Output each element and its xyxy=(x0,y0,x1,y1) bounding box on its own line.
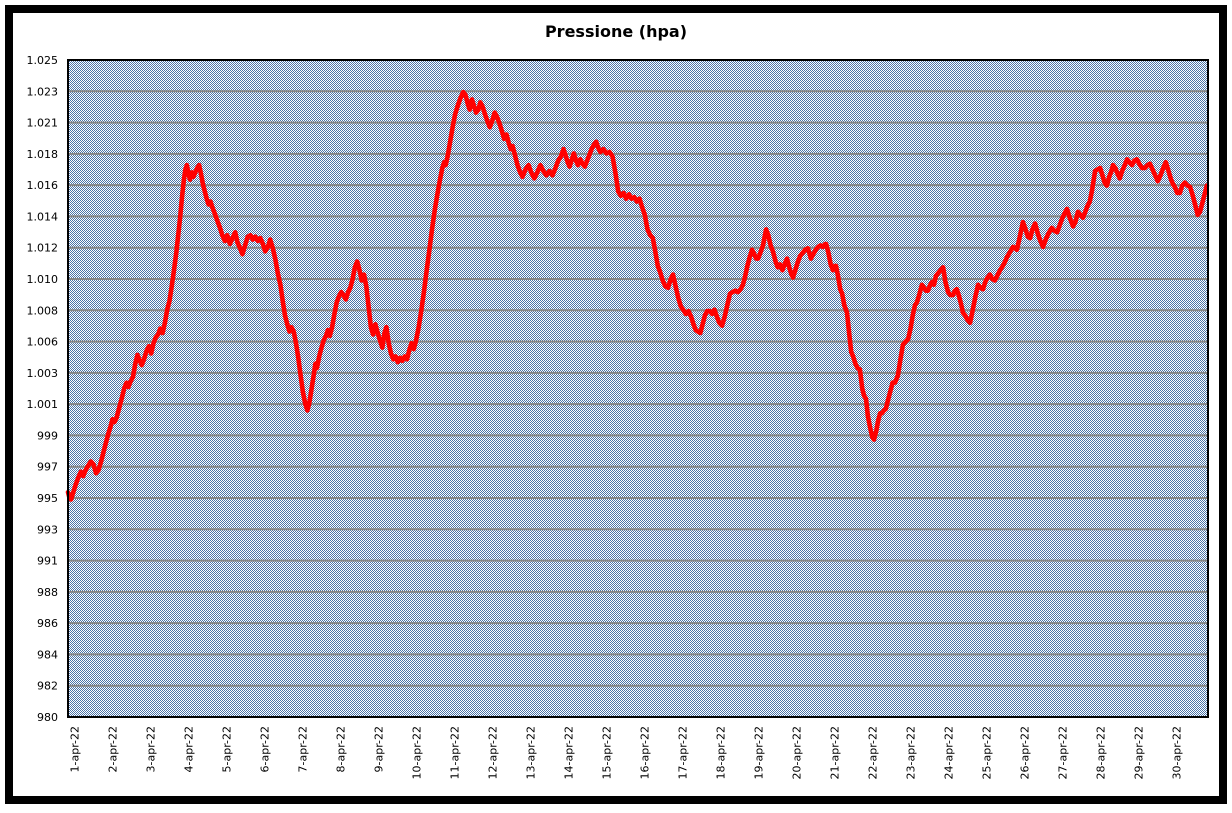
x-axis-labels: 1-apr-22 2-apr-22 3-apr-22 4-apr-22 5-apr-22… xyxy=(69,726,1184,779)
y-tick-label: 999 xyxy=(37,429,58,442)
x-tick-label: 15-apr-22 xyxy=(601,726,614,779)
y-axis-labels: 1.025 1.023 1.021 1.018 1.016 1.014 1.012 1.010… xyxy=(27,54,59,724)
x-tick-label: 24-apr-22 xyxy=(943,726,956,779)
x-tick-label: 8-apr-22 xyxy=(335,726,348,772)
x-tick-label: 20-apr-22 xyxy=(791,726,804,779)
x-tick-label: 21-apr-22 xyxy=(829,726,842,779)
x-tick-label: 30-apr-22 xyxy=(1171,726,1184,779)
x-tick-label: 25-apr-22 xyxy=(981,726,994,779)
y-tick-label: 1.023 xyxy=(27,85,59,98)
y-tick-label: 980 xyxy=(37,711,58,724)
y-tick-label: 1.012 xyxy=(27,242,59,255)
pressure-line xyxy=(65,89,1210,502)
y-tick-label: 988 xyxy=(37,586,58,599)
plot-area xyxy=(68,60,1208,717)
x-tick-label: 4-apr-22 xyxy=(183,726,196,772)
y-tick-label: 1.025 xyxy=(27,54,59,67)
x-tick-label: 28-apr-22 xyxy=(1095,726,1108,779)
x-tick-label: 18-apr-22 xyxy=(715,726,728,779)
y-tick-label: 986 xyxy=(37,617,58,630)
y-tick-label: 1.001 xyxy=(27,398,59,411)
y-tick-label: 991 xyxy=(37,555,58,568)
y-tick-label: 995 xyxy=(37,492,58,505)
x-tick-label: 12-apr-22 xyxy=(487,726,500,779)
x-tick-label: 29-apr-22 xyxy=(1133,726,1146,779)
x-tick-label: 5-apr-22 xyxy=(221,726,234,772)
x-tick-label: 13-apr-22 xyxy=(525,726,538,779)
x-tick-label: 26-apr-22 xyxy=(1019,726,1032,779)
y-tick-label: 984 xyxy=(37,648,58,661)
y-tick-label: 1.003 xyxy=(27,367,59,380)
x-tick-label: 27-apr-22 xyxy=(1057,726,1070,779)
plot-border xyxy=(67,59,1209,718)
y-tick-label: 1.010 xyxy=(27,273,59,286)
x-tick-label: 23-apr-22 xyxy=(905,726,918,779)
y-tick-label: 1.014 xyxy=(27,210,59,223)
x-tick-label: 11-apr-22 xyxy=(449,726,462,779)
y-tick-label: 1.008 xyxy=(27,304,59,317)
y-tick-label: 1.021 xyxy=(27,117,59,130)
y-tick-label: 1.018 xyxy=(27,148,59,161)
y-tick-label: 982 xyxy=(37,680,58,693)
gridlines xyxy=(68,90,1208,687)
x-tick-label: 10-apr-22 xyxy=(411,726,424,779)
x-tick-label: 14-apr-22 xyxy=(563,726,576,779)
y-tick-label: 997 xyxy=(37,461,58,474)
y-tick-label: 993 xyxy=(37,523,58,536)
x-tick-label: 16-apr-22 xyxy=(639,726,652,779)
x-tick-label: 22-apr-22 xyxy=(867,726,880,779)
x-tick-label: 9-apr-22 xyxy=(373,726,386,772)
x-tick-label: 7-apr-22 xyxy=(297,726,310,772)
outer-frame xyxy=(5,5,1227,804)
x-tick-label: 3-apr-22 xyxy=(145,726,158,772)
chart-title: Pressione (hpa) xyxy=(545,22,687,41)
x-tick-label: 19-apr-22 xyxy=(753,726,766,779)
x-tick-label: 2-apr-22 xyxy=(107,726,120,772)
y-tick-label: 1.006 xyxy=(27,336,59,349)
x-tick-label: 6-apr-22 xyxy=(259,726,272,772)
x-tick-label: 17-apr-22 xyxy=(677,726,690,779)
y-tick-label: 1.016 xyxy=(27,179,59,192)
x-tick-label: 1-apr-22 xyxy=(69,726,82,772)
